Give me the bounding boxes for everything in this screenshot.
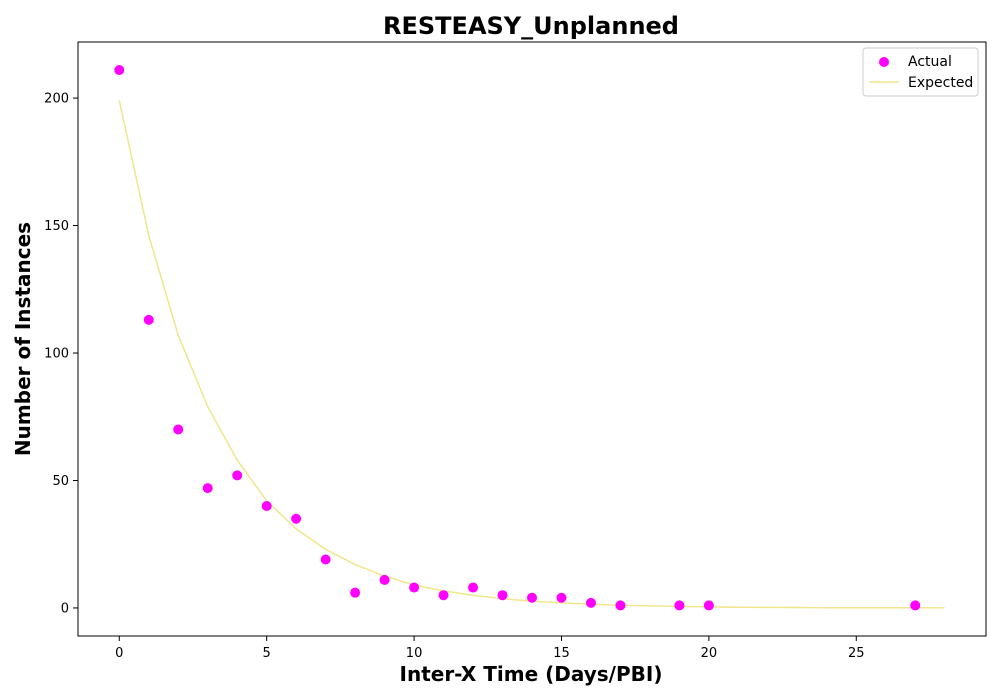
actual-point <box>291 513 302 524</box>
y-tick-label: 150 <box>44 219 69 234</box>
legend-label-expected: Expected <box>908 75 973 91</box>
y-tick-label: 50 <box>52 474 69 489</box>
x-tick-label: 5 <box>263 646 271 661</box>
actual-point <box>703 600 714 611</box>
plot-frame <box>77 41 987 637</box>
actual-point <box>379 574 390 585</box>
y-tick-label: 100 <box>44 347 69 362</box>
actual-point <box>527 592 537 603</box>
actual-point <box>409 582 420 593</box>
plot-area <box>114 65 945 611</box>
y-axis-title: Number of Instances <box>11 222 35 456</box>
actual-point <box>497 590 508 601</box>
actual-point <box>261 500 272 511</box>
actual-point <box>556 592 567 603</box>
x-axis-title: Inter-X Time (Days/PBI) <box>400 662 663 686</box>
actual-point <box>468 582 479 593</box>
y-tick-label: 0 <box>61 601 69 616</box>
x-tick-label: 20 <box>701 646 718 661</box>
y-axis: 0 50 100 150 200 <box>44 92 78 616</box>
legend-marker-actual <box>879 57 889 67</box>
actual-point <box>615 600 626 611</box>
chart-title: RESTEASY_Unplanned <box>383 12 679 40</box>
x-axis: 0 5 10 15 20 25 <box>115 636 865 661</box>
x-tick-label: 10 <box>406 646 423 661</box>
actual-point <box>674 600 685 611</box>
actual-point <box>202 483 213 494</box>
actual-point <box>232 470 243 481</box>
actual-point <box>910 600 921 611</box>
actual-point <box>173 424 184 435</box>
actual-point <box>143 314 154 325</box>
actual-point <box>438 590 449 601</box>
y-tick-label: 200 <box>44 92 69 107</box>
expected-line <box>118 100 945 609</box>
x-tick-label: 25 <box>848 646 865 661</box>
legend: Actual Expected <box>862 47 979 97</box>
actual-point <box>585 597 596 608</box>
x-tick-label: 0 <box>115 646 123 661</box>
legend-label-actual: Actual <box>908 54 952 70</box>
x-tick-label: 15 <box>553 646 570 661</box>
actual-point <box>350 587 361 598</box>
legend-box <box>862 47 979 97</box>
actual-point <box>114 65 125 76</box>
actual-point <box>320 554 331 565</box>
